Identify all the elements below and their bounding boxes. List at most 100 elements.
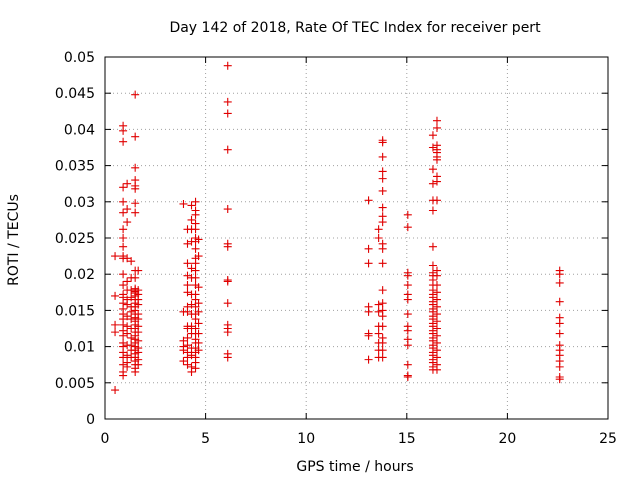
data-point <box>403 341 412 350</box>
data-point <box>119 234 128 242</box>
data-point <box>555 329 564 338</box>
y-tick-labels: 0 0.005 0.01 0.015 0.02 0.025 0.03 0.035 0.04 0.0… <box>55 50 95 428</box>
y-tick-label: 0 <box>86 412 95 428</box>
data-point <box>123 322 132 331</box>
data-point <box>432 365 441 374</box>
data-point <box>127 307 136 316</box>
data-point <box>223 61 232 70</box>
y-tick-label: 0.05 <box>64 50 95 66</box>
y-tick-label: 0.045 <box>55 86 95 102</box>
data-point <box>432 295 441 304</box>
data-point <box>127 293 136 302</box>
data-point <box>428 261 437 270</box>
data-point <box>119 208 128 217</box>
data-point <box>403 310 412 319</box>
data-point <box>555 319 564 328</box>
data-point <box>432 281 441 290</box>
data-point <box>127 315 136 324</box>
data-point <box>432 288 441 297</box>
data-point <box>131 199 140 208</box>
data-point <box>428 143 437 152</box>
data-point <box>187 322 196 331</box>
data-point <box>432 302 441 311</box>
data-point <box>134 328 143 337</box>
x-tick-label: 15 <box>398 431 416 447</box>
data-point <box>223 145 232 154</box>
y-axis-label: ROTI / TECUs <box>6 194 22 286</box>
data-point <box>183 353 192 362</box>
data-point <box>183 341 192 350</box>
data-point <box>119 183 128 192</box>
data-point <box>403 326 412 335</box>
data-point <box>179 346 188 355</box>
data-point <box>374 300 383 309</box>
data-point <box>131 367 140 376</box>
data-point <box>432 338 441 347</box>
data-point <box>223 353 232 362</box>
data-point <box>183 288 192 297</box>
data-point <box>403 295 412 304</box>
data-point <box>179 357 188 366</box>
y-tick-label: 0.01 <box>64 340 95 356</box>
data-point <box>111 252 120 261</box>
data-point <box>403 210 412 219</box>
data-point <box>194 319 203 328</box>
data-point <box>555 362 564 371</box>
data-point <box>191 197 200 206</box>
data-point <box>191 244 200 253</box>
data-point <box>364 196 373 205</box>
data-point <box>432 155 441 164</box>
data-point <box>119 371 128 380</box>
data-point <box>123 312 132 321</box>
data-point <box>179 199 188 208</box>
data-point <box>378 218 387 227</box>
data-point <box>378 244 387 253</box>
data-point <box>432 346 441 355</box>
data-point <box>432 331 441 340</box>
data-point <box>183 360 192 369</box>
data-point <box>191 259 200 268</box>
y-tick-label: 0.025 <box>55 231 95 247</box>
data-point <box>223 97 232 106</box>
data-point <box>378 174 387 183</box>
x-tick-labels: 0 5 10 15 20 25 <box>101 431 617 447</box>
data-point <box>432 116 441 125</box>
data-point <box>432 177 441 186</box>
data-point <box>119 360 128 369</box>
data-point <box>131 273 140 282</box>
data-point <box>378 299 387 308</box>
data-point <box>223 328 232 337</box>
data-point <box>183 307 192 316</box>
y-tick-label: 0.04 <box>64 122 95 138</box>
data-point <box>378 346 387 355</box>
data-point <box>223 242 232 251</box>
data-point <box>364 331 373 340</box>
data-point <box>183 239 192 248</box>
data-point <box>123 254 132 263</box>
data-point <box>183 333 192 342</box>
data-point <box>378 152 387 161</box>
data-point <box>119 242 128 251</box>
data-point <box>187 367 196 376</box>
data-point <box>127 333 136 342</box>
data-point <box>131 184 140 193</box>
data-point <box>187 201 196 210</box>
data-point <box>428 165 437 174</box>
data-point <box>191 266 200 275</box>
data-point <box>403 271 412 280</box>
data-point <box>194 299 203 308</box>
data-point <box>183 259 192 268</box>
data-point <box>123 300 132 309</box>
data-point <box>555 270 564 279</box>
data-point <box>111 386 120 395</box>
data-point <box>378 186 387 195</box>
data-point <box>378 203 387 212</box>
data-point <box>119 270 128 279</box>
data-point <box>127 257 136 266</box>
data-point <box>223 277 232 286</box>
data-point <box>111 320 120 329</box>
data-point <box>123 351 132 360</box>
data-point <box>119 137 128 146</box>
data-point <box>378 353 387 362</box>
